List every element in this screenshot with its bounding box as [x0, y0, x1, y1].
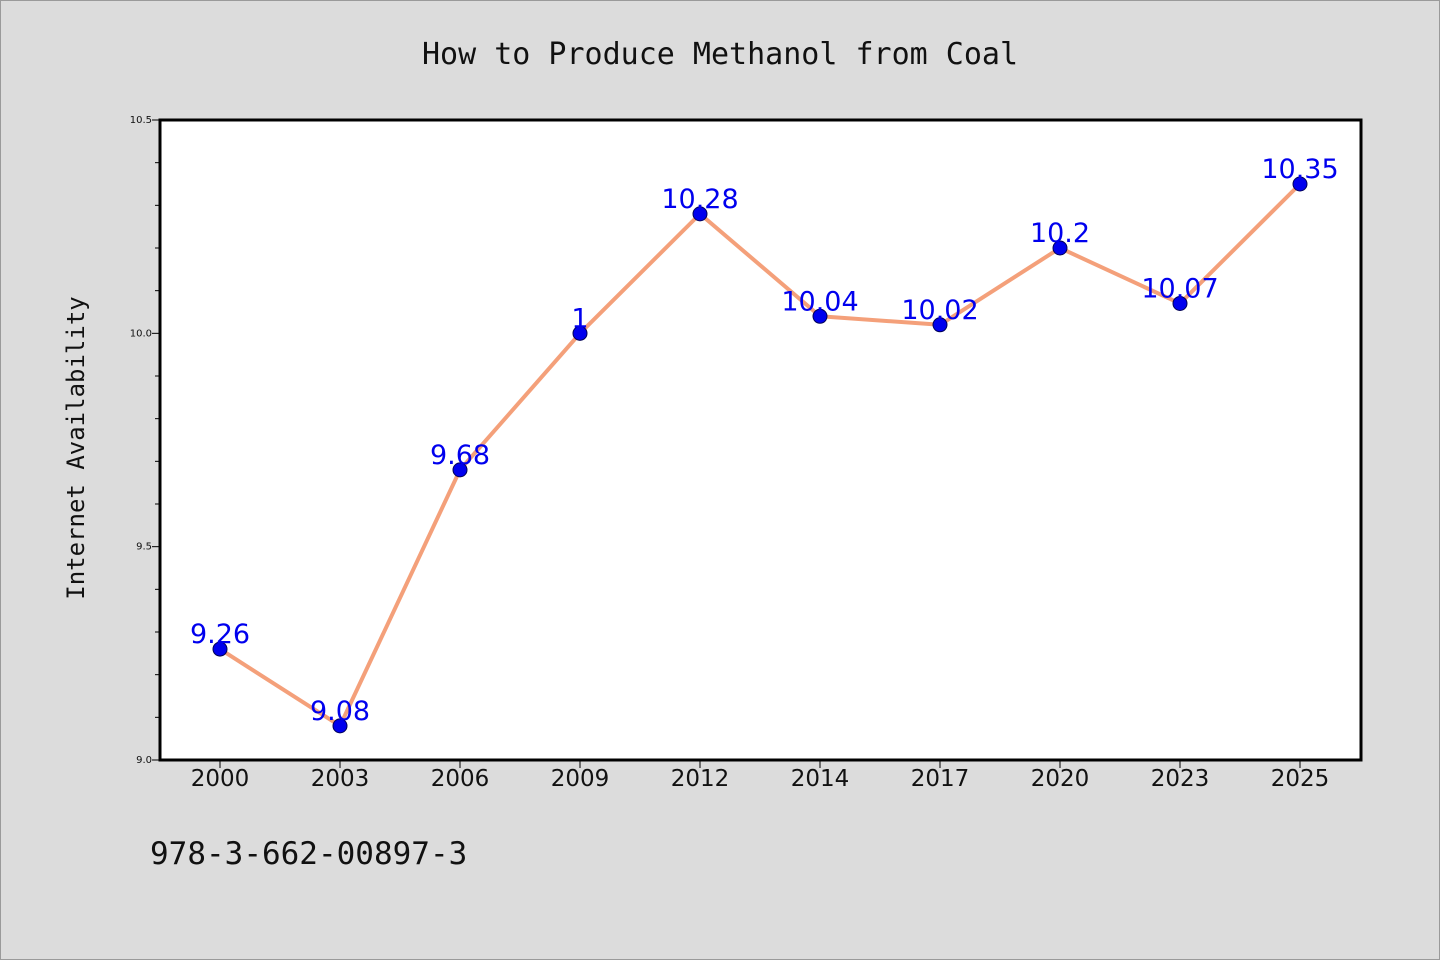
data-label: 10.28 [661, 184, 738, 215]
data-point [932, 317, 948, 333]
data-label: 1 [571, 303, 588, 334]
data-point [1172, 295, 1188, 311]
x-tick-label: 2009 [551, 766, 610, 792]
data-label: 10.07 [1141, 273, 1218, 304]
chart-title: How to Produce Methanol from Coal [422, 37, 1018, 72]
x-tick-label: 2000 [191, 766, 250, 792]
y-tick-label: 10.0 [130, 328, 152, 339]
y-tick-label: 9.5 [136, 542, 152, 553]
x-axis: 2000 2003 2006 2009 2012 2014 2017 2020 2023 2025 [191, 760, 1330, 792]
data-point [692, 206, 708, 222]
y-tick-label: 9.0 [136, 755, 152, 766]
data-point [812, 308, 828, 324]
data-label: 10.02 [901, 295, 978, 326]
x-tick-label: 2014 [791, 766, 850, 792]
data-label: 9.68 [430, 440, 490, 471]
x-tick-label: 2012 [671, 766, 730, 792]
data-point [332, 718, 348, 734]
data-labels: 9.26 9.08 9.68 1 10.28 10.04 10.02 10.2 10.07 10.… [190, 154, 1339, 727]
x-tick-label: 2017 [911, 766, 970, 792]
data-point [452, 462, 468, 478]
data-point [212, 641, 228, 657]
x-tick-label: 2025 [1271, 766, 1330, 792]
data-label: 10.35 [1261, 154, 1338, 185]
series-group [212, 176, 1308, 734]
y-axis: 9.0 9.5 10.0 10.5 [130, 115, 160, 766]
x-tick-label: 2023 [1151, 766, 1210, 792]
data-point [572, 325, 588, 341]
data-point [1052, 240, 1068, 256]
y-axis-label: Internet Availability [62, 296, 90, 599]
x-tick-label: 2006 [431, 766, 490, 792]
data-label: 10.2 [1030, 218, 1090, 249]
plot-area [158, 118, 1363, 762]
series-line [218, 182, 1302, 728]
data-point [1292, 176, 1308, 192]
data-label: 9.26 [190, 619, 250, 650]
data-label: 9.08 [310, 696, 370, 727]
x-tick-label: 2003 [311, 766, 370, 792]
data-label: 10.04 [781, 286, 858, 317]
footer-note: 978-3-662-00897-3 [150, 836, 467, 872]
y-tick-label: 10.5 [130, 115, 152, 126]
x-tick-label: 2020 [1031, 766, 1090, 792]
